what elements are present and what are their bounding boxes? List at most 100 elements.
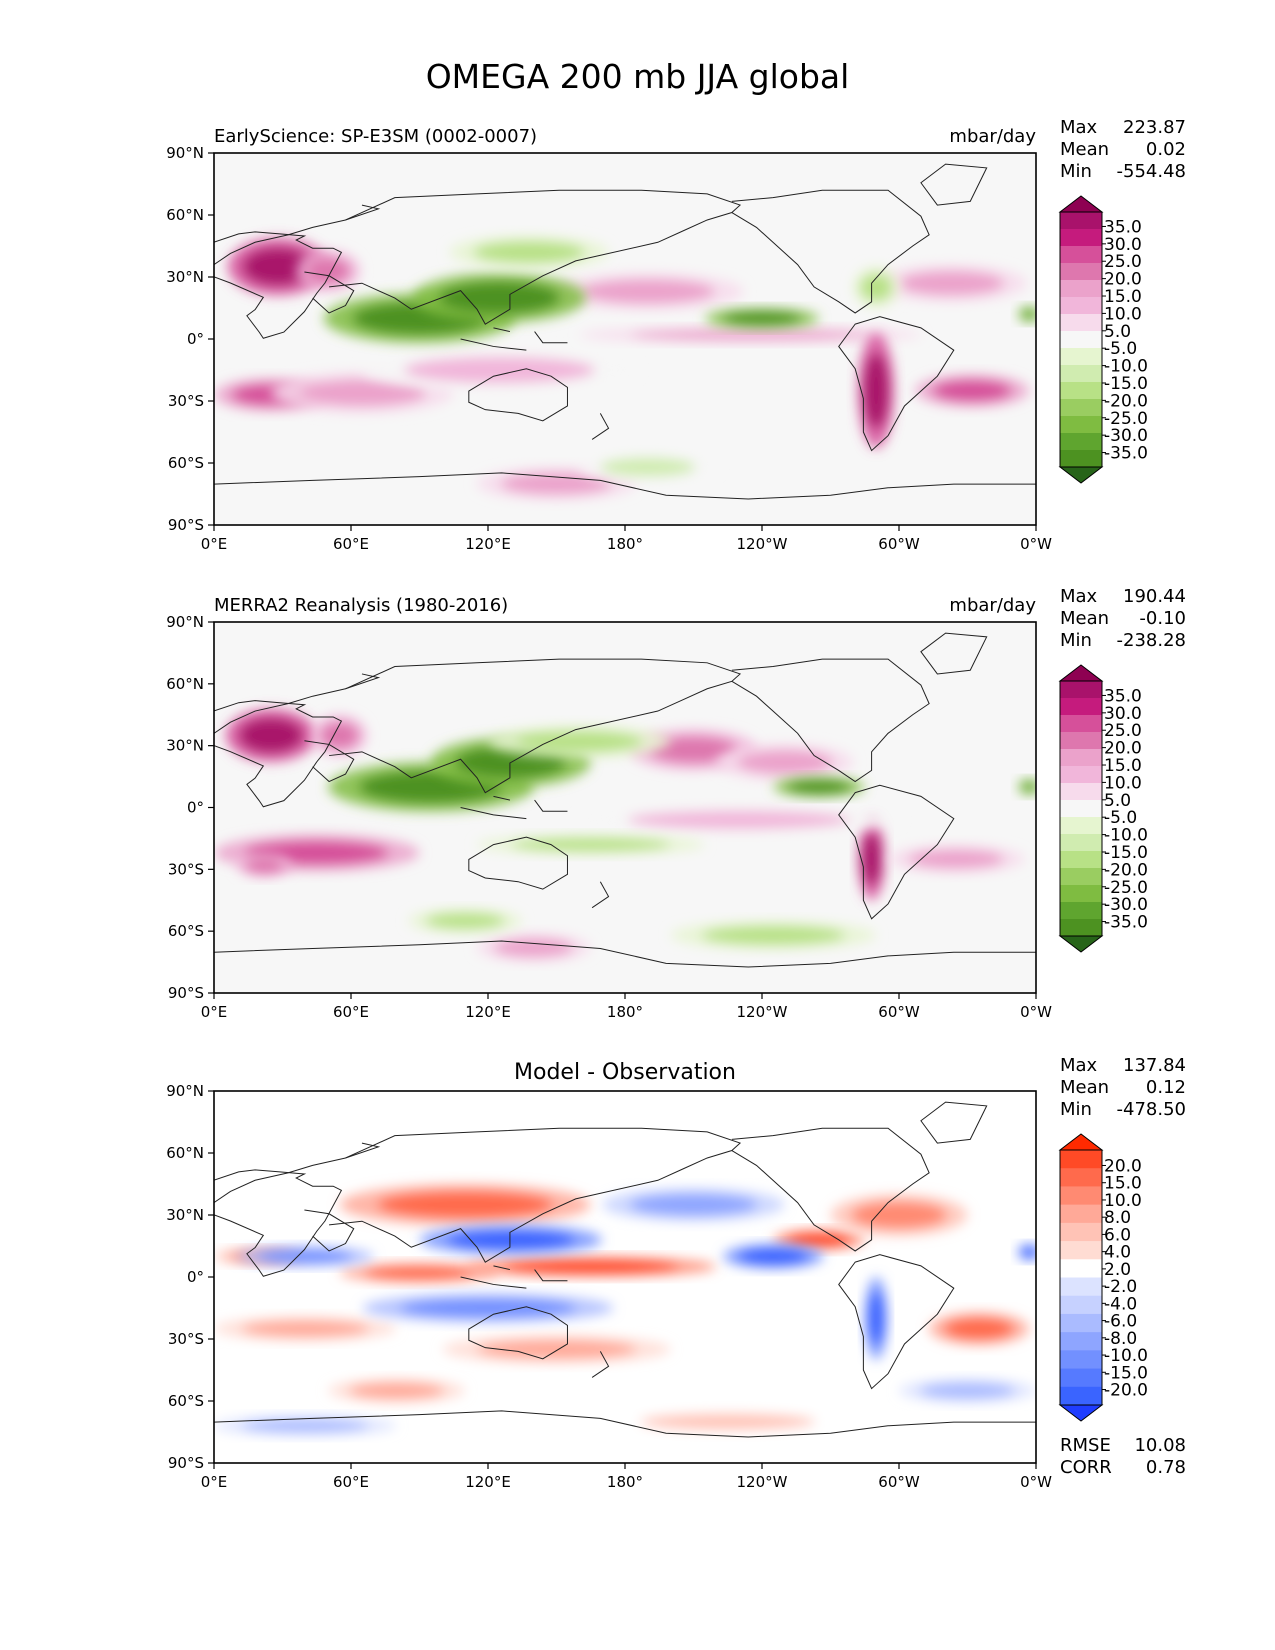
y-tick-label: 90°N	[166, 613, 204, 631]
colorbar-segment	[1060, 1386, 1102, 1406]
field-anomaly-core	[241, 1320, 370, 1337]
field-anomaly-pos	[579, 805, 899, 835]
stat-value-min: -554.48	[1117, 161, 1186, 182]
colorbar-label: -10.0	[1104, 1346, 1148, 1366]
field-anomaly-core	[627, 810, 852, 830]
field-anomaly-neg	[236, 1246, 374, 1267]
stat-value-min: -478.50	[1117, 1099, 1186, 1120]
colorbar-segment	[1060, 280, 1102, 298]
field-anomaly-pos	[876, 264, 1027, 302]
field-anomaly-core	[363, 1266, 476, 1280]
colorbar-segment	[1060, 749, 1102, 767]
panel-units: mbar/day	[949, 595, 1036, 616]
field-anomaly-pos	[887, 844, 1025, 874]
field-anomaly-core	[400, 1298, 576, 1318]
colorbar-segment	[1060, 263, 1102, 281]
colorbar-segment	[1060, 1222, 1102, 1242]
field-anomaly-core	[473, 241, 586, 263]
field-anomaly-core	[446, 1230, 575, 1250]
y-tick-label: 60°S	[168, 1392, 204, 1410]
field-anomaly-core	[242, 247, 314, 286]
colorbar-segment	[1060, 885, 1102, 903]
y-tick-label: 30°S	[168, 1330, 204, 1348]
field-anomaly-neg	[723, 1243, 824, 1269]
field-anomaly-pos	[339, 1262, 500, 1284]
colorbar-label: -20.0	[1104, 860, 1148, 880]
field-anomaly-pos	[857, 817, 886, 901]
y-tick-label: 90°S	[168, 1454, 204, 1472]
colorbar-segment	[1060, 331, 1102, 349]
field-anomaly-core	[1021, 308, 1036, 320]
colorbar-label: -4.0	[1104, 1294, 1137, 1314]
colorbar-segment	[1060, 229, 1102, 247]
colorbar-label: 25.0	[1104, 721, 1142, 741]
colorbar-label: -5.0	[1104, 339, 1137, 359]
field-anomaly-core	[438, 281, 561, 314]
y-tick-label: 90°S	[168, 516, 204, 534]
field-test	[214, 164, 1036, 500]
colorbar-label: 15.0	[1104, 756, 1142, 776]
field-anomaly-core	[868, 1291, 885, 1346]
metric-corr-value: 0.78	[1146, 1457, 1186, 1478]
colorbar-label: 10.0	[1104, 773, 1142, 793]
panel-difference: 0°E 60°E 120°E 180° 120°W 60°W 0°W 90°N 60°N 30°N…	[166, 1055, 1186, 1491]
colorbar-extend-min	[1058, 466, 1104, 484]
colorbar-label: 30.0	[1104, 235, 1142, 255]
panel-test: 0°E 60°E 120°E 180° 120°W 60°W 0°W 90°N 60°N 30°N…	[166, 117, 1186, 553]
field-anomaly-pos	[339, 1184, 591, 1226]
field-anomaly-core	[863, 353, 889, 429]
colorbar-label: -5.0	[1104, 808, 1137, 828]
field-anomaly-neg	[579, 452, 717, 482]
colorbar-label: 15.0	[1104, 1174, 1142, 1194]
stat-label-mean: Mean	[1060, 1077, 1109, 1098]
field-anomaly-neg	[408, 908, 523, 934]
field-anomaly-pos	[551, 272, 744, 311]
colorbar-segment	[1060, 348, 1102, 366]
colorbar-label: 5.0	[1104, 791, 1131, 811]
colorbar-segment	[1060, 681, 1102, 699]
field-anomaly-neg	[773, 776, 865, 798]
field-anomaly-pos	[602, 1409, 854, 1435]
colorbar-label: 5.0	[1104, 322, 1131, 342]
y-tick-label: 90°N	[166, 1082, 204, 1100]
colorbar-segment	[1060, 715, 1102, 733]
field-anomaly-core	[515, 730, 644, 753]
colorbar-segment	[1060, 212, 1102, 230]
colorbar: 35.030.025.020.015.010.05.0-5.0-10.0-15.…	[1058, 664, 1148, 953]
field-anomaly-core	[862, 832, 882, 886]
metric-rmse-value: 10.08	[1134, 1435, 1186, 1456]
colorbar-segment	[1060, 1277, 1102, 1297]
field-anomaly-neg	[864, 1277, 888, 1360]
colorbar-extend-min	[1058, 1404, 1104, 1422]
field-anomaly-pos	[914, 374, 1030, 408]
panel-title: EarlySciencе: SP-E3SM (0002-0007)	[214, 126, 537, 147]
x-tick-label: 0°E	[201, 1003, 228, 1021]
colorbar-extend-max	[1058, 1133, 1104, 1151]
field-anomaly-core	[241, 1419, 370, 1433]
colorbar-segment	[1060, 698, 1102, 716]
x-tick-label: 0°W	[1020, 1473, 1052, 1491]
colorbar-label: 20.0	[1104, 1156, 1142, 1176]
y-tick-label: 90°N	[166, 144, 204, 162]
field-anomaly-core	[648, 736, 739, 764]
colorbar-extend-max	[1058, 664, 1104, 682]
colorbar-segment	[1060, 1168, 1102, 1187]
colorbar-frame	[1059, 1149, 1103, 1406]
x-tick-label: 60°E	[333, 1003, 369, 1021]
field-anomaly-core	[898, 271, 1005, 296]
y-tick-label: 0°	[187, 330, 204, 348]
colorbar-label: -2.0	[1104, 1277, 1137, 1297]
colorbar-segment	[1060, 1295, 1102, 1315]
colorbar-segment	[1060, 1350, 1102, 1370]
field-anomaly-core	[320, 721, 359, 749]
colorbar-label: 2.0	[1104, 1260, 1131, 1280]
field-anomaly-neg	[899, 1378, 1036, 1404]
field-anomaly-core	[787, 780, 852, 794]
colorbar: 20.015.010.08.06.04.02.0-2.0-4.0-6.0-8.0…	[1058, 1133, 1148, 1422]
field-anomaly-pos	[442, 1334, 671, 1364]
y-tick-label: 30°S	[168, 860, 204, 878]
colorbar-segment	[1060, 732, 1102, 750]
field-anomaly-neg	[476, 834, 705, 855]
field-anomaly-core	[298, 379, 427, 407]
field-anomaly-neg	[704, 308, 820, 329]
